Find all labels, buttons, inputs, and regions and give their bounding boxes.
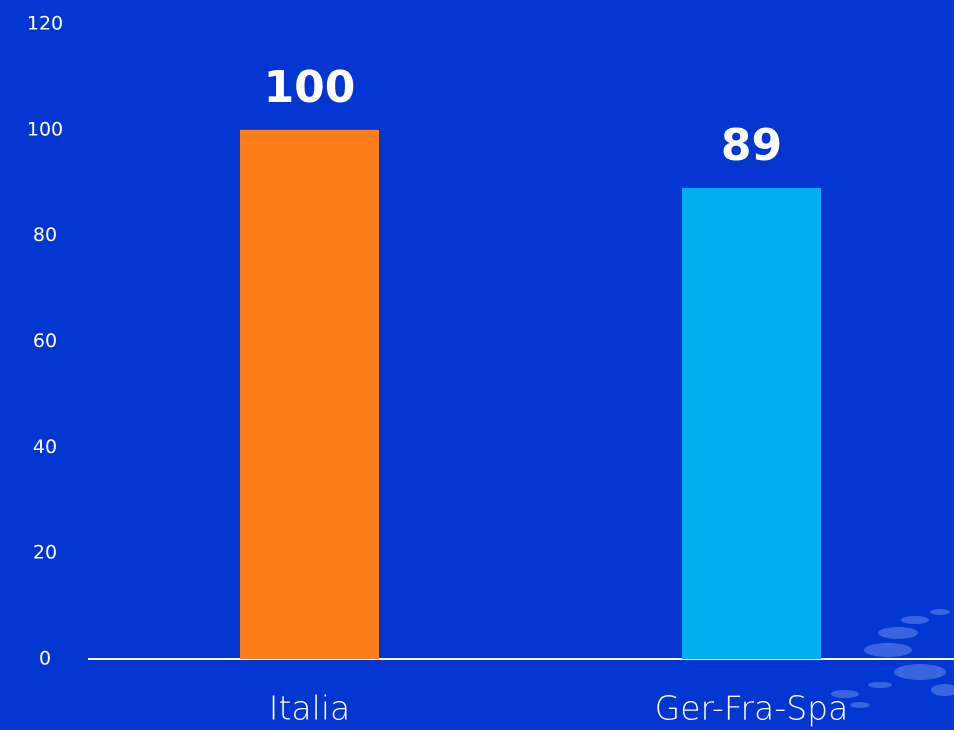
decoration bbox=[831, 609, 954, 708]
y-tick-label: 60 bbox=[33, 330, 57, 352]
y-tick-label: 100 bbox=[27, 118, 63, 140]
bar bbox=[682, 188, 821, 659]
y-tick-label: 0 bbox=[39, 648, 51, 670]
bar bbox=[240, 129, 379, 660]
x-tick-label: Italia bbox=[269, 689, 350, 728]
value-label: 100 bbox=[264, 62, 356, 113]
y-tick-label: 20 bbox=[33, 542, 57, 564]
y-tick-label: 120 bbox=[27, 13, 63, 35]
x-tick-label: Ger-Fra-Spa bbox=[655, 689, 849, 728]
y-tick-label: 80 bbox=[33, 224, 57, 246]
value-label: 89 bbox=[721, 120, 782, 171]
y-tick-label: 40 bbox=[33, 436, 57, 458]
